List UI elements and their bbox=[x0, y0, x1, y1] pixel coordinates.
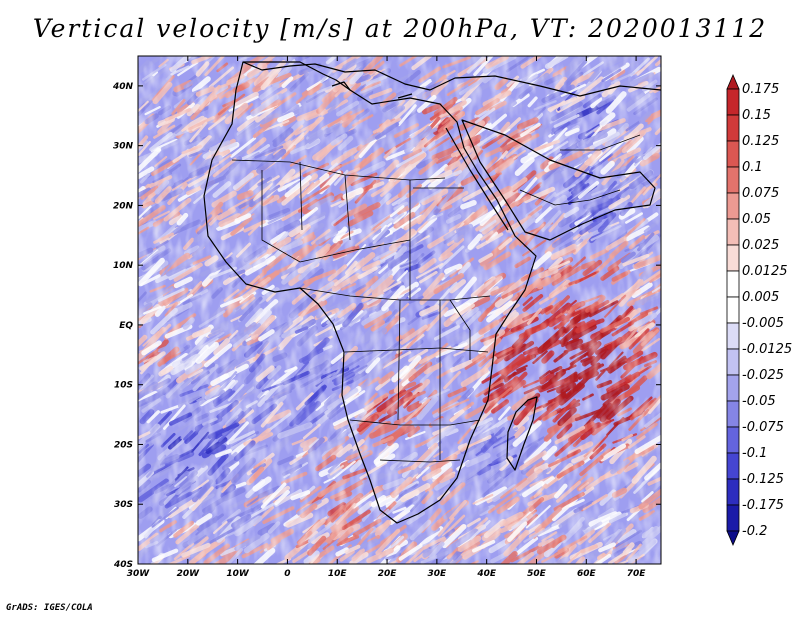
colorbar-box bbox=[726, 114, 740, 142]
red-sea-coastline bbox=[445, 127, 509, 231]
arabia-coastline bbox=[461, 119, 656, 241]
lat-tick-label: 40S bbox=[113, 560, 133, 570]
colorbar-label: 0.05 bbox=[742, 212, 771, 227]
colorbar-box bbox=[726, 140, 740, 168]
lon-tick-label: 10E bbox=[328, 569, 348, 579]
lon-tick-label: 20W bbox=[177, 569, 201, 579]
colorbar-label: -0.175 bbox=[742, 498, 784, 513]
lat-tick-label: 20N bbox=[113, 201, 134, 211]
country-borders bbox=[231, 134, 641, 463]
colorbar-label: 0.005 bbox=[742, 290, 779, 305]
africa-coastline bbox=[203, 61, 537, 524]
lon-tick-label: 10W bbox=[226, 569, 250, 579]
colorbar-label: 0.0125 bbox=[742, 264, 788, 279]
colorbar-box bbox=[726, 322, 740, 350]
colorbar-box bbox=[726, 400, 740, 428]
grads-credit: GrADS: IGES/COLA bbox=[6, 603, 93, 613]
lat-tick-label: EQ bbox=[119, 321, 133, 331]
colorbar-box bbox=[726, 296, 740, 324]
colorbar-label: -0.0125 bbox=[742, 342, 792, 357]
madagascar-coastline bbox=[506, 396, 538, 471]
colorbar-box bbox=[726, 166, 740, 194]
colorbar-label: 0.025 bbox=[742, 238, 779, 253]
colorbar-label: 0.125 bbox=[742, 134, 779, 149]
lon-tick-label: 0 bbox=[284, 569, 290, 579]
colorbar-box bbox=[726, 244, 740, 272]
colorbar-box bbox=[726, 218, 740, 246]
lat-tick-label: 30N bbox=[113, 142, 134, 152]
lon-tick-label: 30W bbox=[127, 569, 151, 579]
colorbar-box bbox=[726, 348, 740, 376]
lon-tick-label: 20E bbox=[378, 569, 398, 579]
colorbar-label: -0.1 bbox=[742, 446, 767, 461]
lon-tick-label: 70E bbox=[627, 569, 647, 579]
lon-tick-label: 40E bbox=[476, 569, 497, 579]
colorbar-max-triangle bbox=[726, 73, 740, 90]
colorbar-box bbox=[726, 374, 740, 402]
colorbar-label: -0.125 bbox=[742, 472, 784, 487]
lat-tick-label: 40N bbox=[112, 82, 134, 92]
lon-tick-label: 60E bbox=[577, 569, 597, 579]
colorbar-label: 0.075 bbox=[742, 186, 779, 201]
lon-tick-label: 50E bbox=[527, 569, 547, 579]
europe-coastline bbox=[242, 61, 661, 97]
lon-tick-label: 30E bbox=[428, 569, 448, 579]
plot-frame bbox=[137, 55, 662, 565]
plot-title: Vertical velocity [m/s] at 200hPa, VT: 2… bbox=[32, 14, 768, 43]
colorbar-box bbox=[726, 452, 740, 480]
lat-tick-label: 10N bbox=[113, 261, 134, 271]
colorbar-label: -0.2 bbox=[742, 524, 767, 539]
lat-tick-label: 30S bbox=[114, 500, 133, 510]
colorbar-label: -0.075 bbox=[742, 420, 784, 435]
colorbar-label: 0.15 bbox=[742, 108, 771, 123]
lat-tick-label: 10S bbox=[114, 381, 133, 391]
mediterranean-islands bbox=[331, 81, 413, 99]
colorbar-label: 0.175 bbox=[742, 82, 779, 97]
colorbar-label: -0.025 bbox=[742, 368, 784, 383]
colorbar-box bbox=[726, 426, 740, 454]
colorbar-box bbox=[726, 88, 740, 116]
axis-ticks: 30W 20W 10W 0 10E 20E 30E 40E 50E 60E 70E 40N 30N 20N… bbox=[112, 56, 661, 579]
colorbar-label: -0.005 bbox=[742, 316, 784, 331]
colorbar-label: 0.1 bbox=[742, 160, 763, 175]
colorbar-box bbox=[726, 478, 740, 506]
colorbar: 0.175 0.15 0.125 0.1 0.075 0.05 0.025 0.0125 0.0… bbox=[726, 73, 792, 547]
lat-tick-label: 20S bbox=[114, 440, 133, 450]
colorbar-box bbox=[726, 270, 740, 298]
colorbar-label: -0.05 bbox=[742, 394, 776, 409]
colorbar-min-triangle bbox=[726, 530, 740, 547]
coastlines bbox=[203, 61, 661, 524]
colorbar-box bbox=[726, 504, 740, 532]
colorbar-box bbox=[726, 192, 740, 220]
